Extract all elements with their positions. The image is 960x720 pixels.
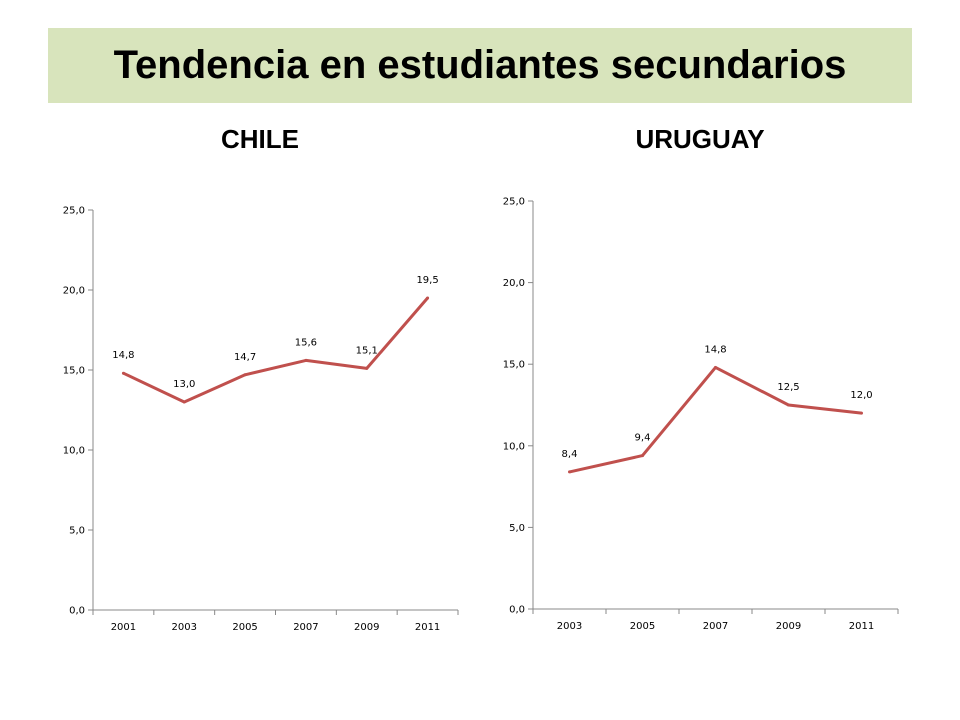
- y-tick-label: 25,0: [503, 197, 525, 208]
- data-label: 14,7: [234, 352, 256, 363]
- data-point: [787, 403, 790, 407]
- data-point: [121, 371, 125, 375]
- data-label: 9,4: [635, 433, 651, 444]
- y-tick-label: 0,0: [69, 606, 85, 617]
- title-banner: Tendencia en estudiantes secundarios: [48, 28, 912, 103]
- x-tick-label: 2011: [849, 621, 874, 632]
- data-label: 14,8: [112, 350, 134, 361]
- data-label: 15,1: [356, 345, 378, 356]
- x-tick-label: 2007: [703, 621, 728, 632]
- data-point: [860, 411, 863, 415]
- data-point: [304, 358, 308, 362]
- y-tick-label: 0,0: [509, 605, 525, 616]
- x-tick-label: 2009: [776, 621, 801, 632]
- data-point: [243, 373, 247, 377]
- chart-title-uruguay: URUGUAY: [635, 124, 765, 154]
- data-point: [714, 365, 717, 369]
- x-tick-label: 2009: [354, 622, 379, 633]
- page-title: Tendencia en estudiantes secundarios: [113, 43, 847, 87]
- x-tick-label: 2005: [630, 621, 655, 632]
- y-tick-label: 15,0: [503, 360, 525, 371]
- data-label: 19,5: [416, 275, 438, 286]
- data-point: [426, 296, 430, 300]
- y-tick-label: 20,0: [503, 278, 525, 289]
- y-tick-label: 5,0: [509, 523, 525, 534]
- data-point: [568, 470, 571, 474]
- y-tick-label: 15,0: [63, 366, 85, 377]
- series-line: [569, 365, 862, 474]
- data-point: [365, 366, 369, 370]
- x-tick-label: 2003: [172, 622, 197, 633]
- series-line: [122, 297, 429, 404]
- y-tick-label: 5,0: [69, 526, 85, 537]
- x-tick-label: 2001: [111, 622, 136, 633]
- data-point: [641, 454, 644, 458]
- data-label: 12,5: [777, 382, 799, 393]
- data-label: 8,4: [562, 449, 578, 460]
- y-tick-label: 20,0: [63, 286, 85, 297]
- data-point: [182, 400, 186, 404]
- x-tick-label: 2005: [232, 622, 257, 633]
- x-tick-label: 2003: [557, 621, 582, 632]
- chart-title-chile: CHILE: [221, 124, 299, 154]
- y-tick-label: 25,0: [63, 206, 85, 217]
- y-tick-label: 10,0: [503, 441, 525, 452]
- data-label: 13,0: [173, 379, 195, 390]
- x-tick-label: 2007: [293, 622, 318, 633]
- data-label: 15,6: [295, 337, 317, 348]
- y-tick-label: 10,0: [63, 446, 85, 457]
- data-label: 12,0: [850, 390, 872, 401]
- x-tick-label: 2011: [415, 622, 440, 633]
- data-label: 14,8: [704, 344, 726, 355]
